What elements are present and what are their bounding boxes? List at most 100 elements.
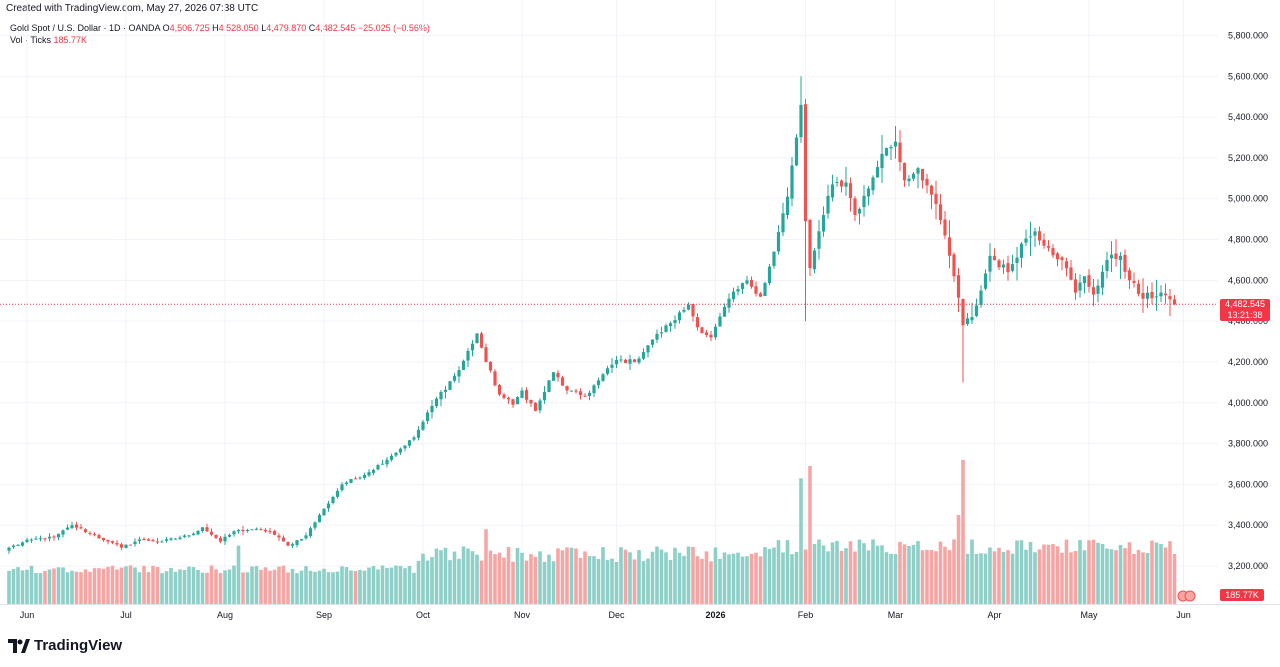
candle-body [776,232,781,252]
volume-bar [439,550,443,604]
event-flag-icon[interactable] [1184,590,1196,602]
volume-bar [173,571,178,604]
volume-bar [1087,540,1091,604]
candle-body [785,196,790,216]
candle-body [124,544,128,548]
candle-body [1096,285,1100,294]
candle-body [128,544,133,546]
candle-body [227,534,232,537]
volume-bar [511,561,515,604]
volume-bar [7,570,11,604]
volume-bar [623,549,628,604]
volume-bar [767,548,772,604]
candle-body [277,535,281,538]
volume-label[interactable]: Vol · Ticks [10,35,52,45]
volume-bar [664,552,668,604]
volume-bar [124,566,128,604]
time-tick-label: Dec [608,610,625,620]
volume-bar [727,554,731,604]
candle-body [943,219,947,236]
candle-body [1150,291,1154,299]
price-tick-label: 5,800.000 [1228,31,1268,41]
symbol-name[interactable]: Gold Spot / U.S. Dollar · 1D · OANDA [10,23,161,33]
candle-body [934,193,938,204]
candle-body [826,195,830,214]
volume-bar [731,553,736,604]
volume-bar [241,572,245,604]
volume-bar [470,551,475,604]
volume-bar [227,569,232,604]
candle-body [371,469,376,473]
volume-bar [128,565,133,604]
candle-body [871,177,875,191]
volume-bar [1172,553,1177,604]
volume-bar [929,550,934,604]
candle-body [898,142,902,163]
volume-bar [506,547,511,604]
volume-bar [137,572,142,604]
candle-body [911,173,916,179]
volume-bar [155,567,160,604]
candle-body [952,254,956,277]
volume-bar [1127,542,1132,604]
close-value: 4,482.545 [315,23,356,33]
tradingview-logo[interactable]: TradingView [8,637,122,654]
price-tick-label: 4,600.000 [1228,275,1268,285]
price-axis[interactable]: 5,800.000 5,600.000 5,400.000 5,200.000 5,00… [1228,31,1268,572]
candle-body [1145,292,1150,299]
candle-body [214,535,218,538]
volume-bar [943,546,947,604]
volume-bar [164,571,169,604]
candle-body [137,539,142,542]
candle-body [817,231,821,249]
candle-body [1055,253,1060,260]
price-tick-label: 3,400.000 [1228,520,1268,530]
candle-body [1006,263,1010,273]
volume-bar [11,569,16,604]
candle-body [106,539,110,542]
candle-body [340,484,344,491]
time-axis[interactable]: Jun Jul Aug Sep Oct Nov Dec 2026 Feb Mar Apr May Jun [20,610,1191,620]
volume-bar [362,570,367,604]
candle-body [142,538,146,540]
volume-bar [1163,547,1168,604]
volume-bar [583,551,587,604]
volume-bar [1046,544,1051,604]
candle-body [196,530,200,535]
candle-body [286,542,290,546]
volume-bar [524,560,529,604]
volume-bar [191,567,196,604]
candle-body [421,421,425,430]
volume-bar [79,572,83,604]
candle-body [799,104,803,138]
candle-body [439,391,443,400]
candle-body [119,544,124,548]
candle-body [1001,264,1006,268]
volume-bar [880,545,884,604]
volume-bar [142,565,146,604]
volume-bar [794,551,799,604]
candle-body [655,333,659,340]
candle-body [718,316,722,327]
candle-body [88,532,92,534]
candle-body [1123,254,1127,272]
volume-bar [493,554,497,604]
volume-bar [1118,544,1123,604]
candle-body [1141,293,1145,299]
candle-body [592,385,596,394]
candle-body [353,478,358,480]
candle-body [74,524,79,528]
candle-body [389,455,394,460]
candle-body [416,429,421,438]
volume-bar [88,571,92,604]
candle-body [709,334,713,338]
candle-body [821,215,826,232]
volume-bar [947,550,952,604]
candle-body [254,528,259,530]
volume-bar [1145,553,1150,604]
candle-body [155,541,160,543]
candle-body [691,304,695,317]
candle-body [979,290,983,305]
candle-body [1037,231,1042,241]
